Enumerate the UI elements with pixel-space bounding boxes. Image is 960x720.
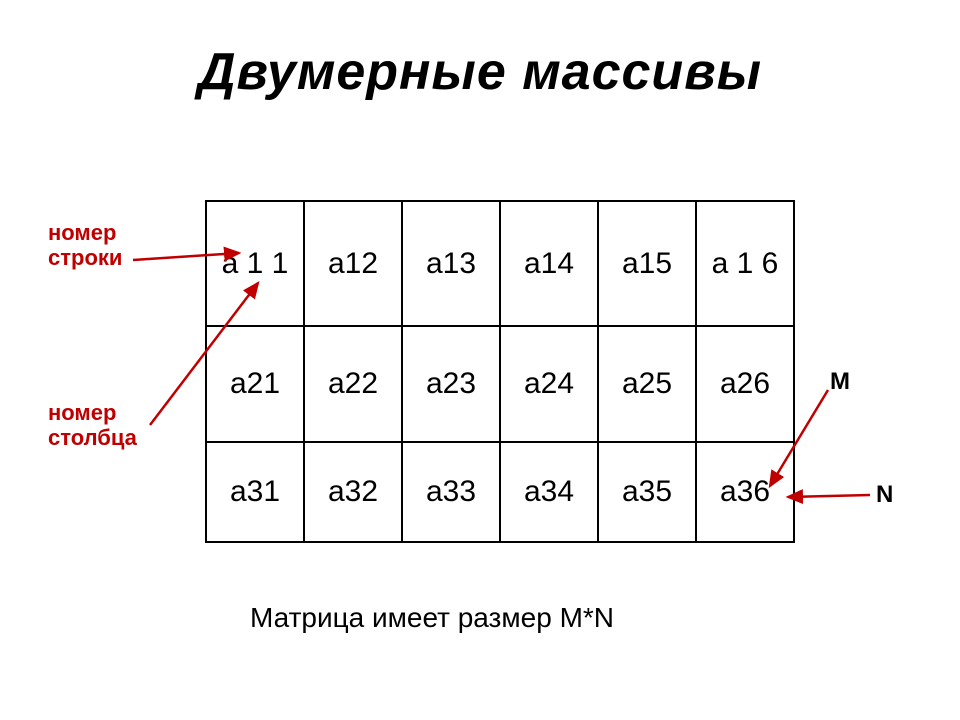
table-cell: а15	[598, 201, 696, 326]
table-cell: а 1 6	[696, 201, 794, 326]
table-cell: а22	[304, 326, 402, 442]
label-col-number: номерстолбца	[48, 400, 137, 451]
table-cell: а13	[402, 201, 500, 326]
table-row: а21а22а23а24а25а26	[206, 326, 794, 442]
table-row: а31а32а33а34а35а36	[206, 442, 794, 542]
table-cell: а21	[206, 326, 304, 442]
table-cell: а26	[696, 326, 794, 442]
label-row-number: номерстроки	[48, 220, 122, 271]
table-cell: а31	[206, 442, 304, 542]
table-row: а 1 1а12а13а14а15а 1 6	[206, 201, 794, 326]
matrix-table: а 1 1а12а13а14а15а 1 6а21а22а23а24а25а26…	[205, 200, 795, 543]
page-title: Двумерные массивы	[0, 42, 960, 102]
table-cell: а36	[696, 442, 794, 542]
table-cell: а34	[500, 442, 598, 542]
table-cell: а24	[500, 326, 598, 442]
table-cell: а23	[402, 326, 500, 442]
arrow-line	[788, 495, 870, 497]
table-cell: а32	[304, 442, 402, 542]
table-cell: а 1 1	[206, 201, 304, 326]
matrix-body: а 1 1а12а13а14а15а 1 6а21а22а23а24а25а26…	[206, 201, 794, 542]
table-cell: а35	[598, 442, 696, 542]
table-cell: а25	[598, 326, 696, 442]
matrix-caption: Матрица имеет размер M*N	[250, 602, 614, 634]
label-n: N	[876, 481, 893, 509]
label-m: M	[830, 368, 850, 396]
table-cell: а14	[500, 201, 598, 326]
table-cell: а33	[402, 442, 500, 542]
table-cell: а12	[304, 201, 402, 326]
